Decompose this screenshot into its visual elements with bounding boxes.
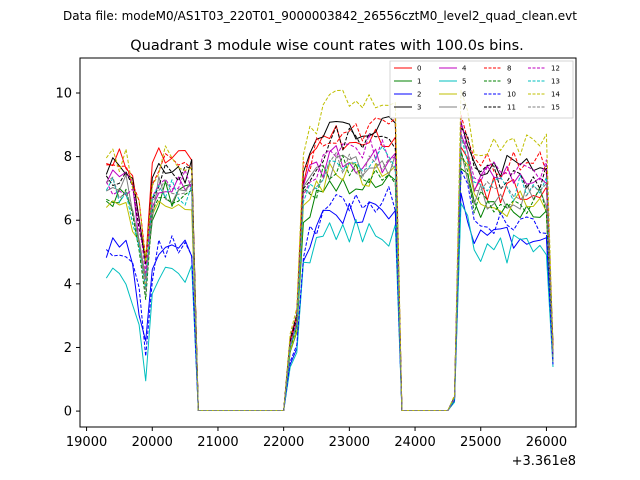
y-tick-label: 8 (64, 150, 72, 165)
y-tick-label: 4 (64, 277, 72, 292)
series-line-module-14 (105, 89, 554, 411)
series-line-module-1 (105, 168, 554, 411)
legend-label-module-7: 7 (462, 104, 466, 112)
series-line-module-12 (105, 120, 554, 411)
x-tick-label: 25000 (460, 435, 501, 450)
x-axis-offset-label: +3.361e8 (512, 454, 576, 469)
x-tick-label: 20000 (132, 435, 173, 450)
legend-label-module-14: 14 (551, 91, 560, 99)
series-line-module-15 (105, 136, 554, 411)
x-tick-label: 26000 (526, 435, 567, 450)
legend-label-module-9: 9 (507, 78, 511, 86)
series-line-module-10 (105, 169, 554, 411)
legend-frame (389, 60, 574, 119)
series-line-module-2 (105, 192, 554, 411)
legend-label-module-2: 2 (417, 91, 421, 99)
legend-label-module-5: 5 (462, 78, 466, 86)
figure-supertitle: Data file: modeM0/AS1T03_220T01_90000038… (63, 9, 577, 23)
x-tick-label: 22000 (263, 435, 304, 450)
axis-layer: 19000 20000 21000 22000 23000 24000 25000 26000… (55, 86, 567, 450)
legend-label-module-11: 11 (507, 104, 516, 112)
chart-title: Quadrant 3 module wise count rates with … (130, 38, 524, 54)
y-tick-label: 2 (64, 341, 72, 356)
legend-label-module-0: 0 (417, 65, 421, 73)
legend-label-module-6: 6 (462, 91, 467, 99)
legend-label-module-8: 8 (507, 65, 511, 73)
legend-label-module-15: 15 (551, 104, 560, 112)
series-line-module-13 (105, 135, 554, 411)
plot-area-frame (79, 57, 577, 428)
y-tick-label: 10 (55, 86, 72, 101)
series-line-module-0 (106, 125, 554, 411)
legend-label-module-13: 13 (551, 78, 560, 86)
y-tick-label: 6 (64, 214, 72, 229)
series-line-module-4 (105, 133, 554, 411)
legend-label-module-4: 4 (462, 65, 467, 73)
legend-label-module-12: 12 (551, 65, 560, 73)
legend-label-module-3: 3 (417, 104, 421, 112)
series-line-module-7 (106, 150, 554, 411)
series-line-module-5 (105, 202, 554, 411)
series-line-module-3 (105, 116, 554, 411)
x-tick-label: 23000 (329, 435, 370, 450)
legend-label-module-1: 1 (417, 78, 421, 86)
x-tick-label: 24000 (394, 435, 435, 450)
series-line-module-8 (106, 114, 554, 411)
x-tick-label: 21000 (197, 435, 238, 450)
series-line-module-11 (105, 125, 554, 411)
series-line-module-9 (106, 151, 554, 411)
legend-label-module-10: 10 (507, 91, 516, 99)
y-tick-label: 0 (64, 405, 72, 420)
x-tick-label: 19000 (66, 435, 107, 450)
series-layer (105, 89, 554, 411)
